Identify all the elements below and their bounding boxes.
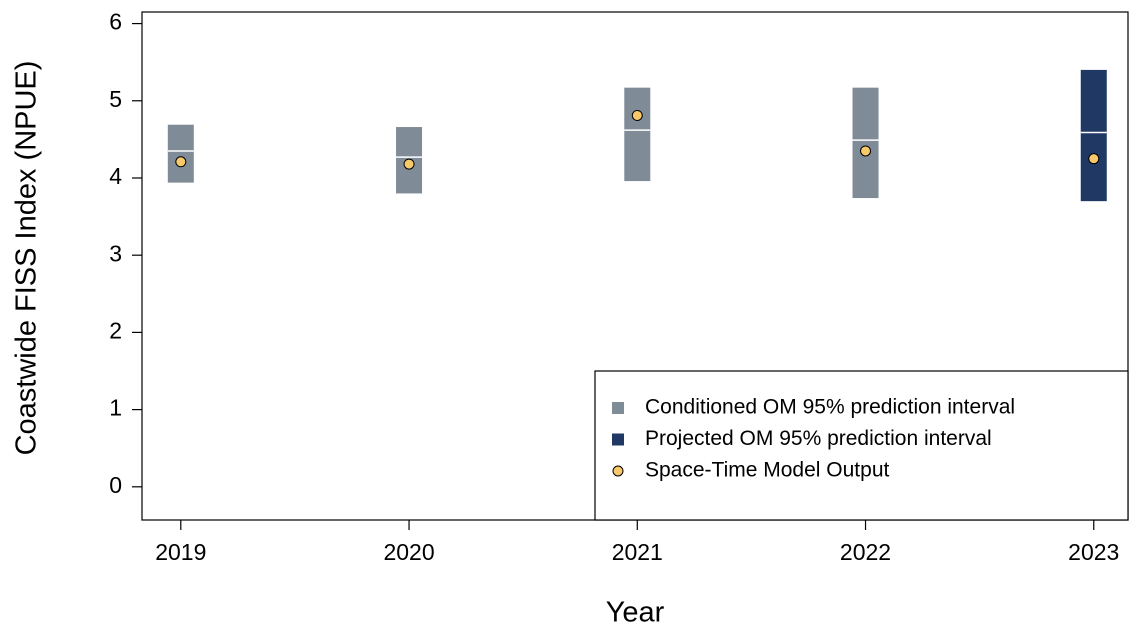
legend-label: Conditioned OM 95% prediction interval (645, 396, 1015, 419)
x-tick-label: 2022 (840, 539, 891, 565)
point (1088, 153, 1100, 165)
y-tick-label: 3 (109, 240, 122, 266)
y-tick-label: 5 (109, 86, 122, 112)
legend-label: Projected OM 95% prediction interval (645, 427, 992, 450)
y-axis-title: Coastwide FISS Index (NPUE) (11, 61, 43, 456)
y-tick-label: 1 (109, 395, 122, 421)
x-axis-title: Year (606, 597, 665, 629)
legend-box (594, 370, 1129, 521)
legend-marker (612, 402, 624, 414)
point (860, 145, 872, 157)
legend-marker (612, 433, 624, 446)
interval-box (852, 87, 879, 199)
point (403, 158, 415, 170)
point (631, 109, 643, 121)
point (175, 156, 187, 168)
interval-box (624, 87, 651, 182)
y-tick-label: 4 (109, 163, 122, 189)
x-tick-label: 2020 (383, 539, 434, 565)
interval-box (1080, 69, 1107, 202)
y-tick-label: 2 (109, 317, 122, 343)
x-tick-label: 2021 (612, 539, 663, 565)
interval-box (167, 124, 194, 183)
y-tick-label: 0 (109, 472, 122, 498)
legend-marker (612, 465, 624, 477)
x-tick-label: 2019 (155, 539, 206, 565)
y-tick-label: 6 (109, 9, 122, 35)
legend-label: Space-Time Model Output (645, 459, 889, 482)
x-tick-label: 2023 (1068, 539, 1119, 565)
